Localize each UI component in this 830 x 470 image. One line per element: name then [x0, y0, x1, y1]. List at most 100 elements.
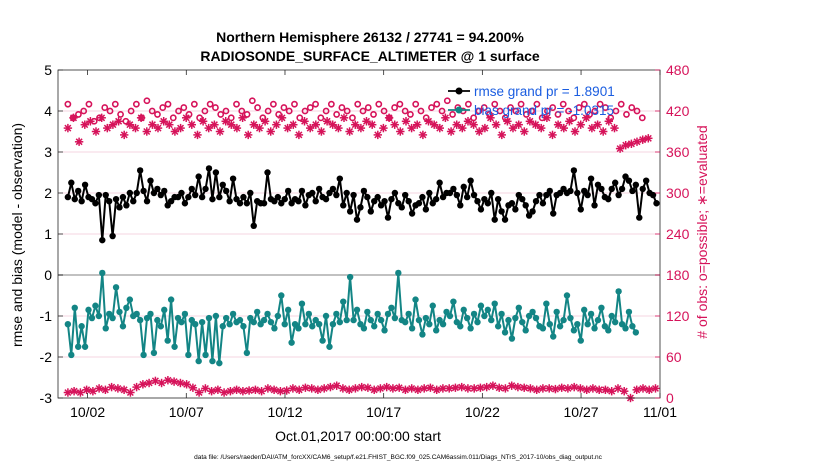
obs-evaluated-point — [390, 120, 399, 129]
bias-point — [422, 314, 430, 322]
rmse-point — [374, 193, 381, 201]
bias-point — [594, 316, 602, 324]
bias-point — [81, 343, 89, 350]
bias-point — [123, 304, 130, 311]
obs-evaluated-point — [576, 120, 585, 129]
bias-point — [574, 321, 581, 328]
rmse-point — [309, 189, 316, 197]
obs-possible-point — [301, 107, 309, 115]
rmse-point — [109, 232, 116, 240]
bias-point — [150, 349, 158, 357]
bias-point — [243, 349, 251, 357]
obs-possible-point — [175, 107, 182, 115]
bias-point — [591, 325, 598, 332]
bias-point — [605, 327, 612, 334]
obs-evaluated-point — [276, 387, 285, 396]
obs-evaluated-point — [548, 130, 557, 140]
bias-point — [519, 318, 526, 326]
bias-point — [85, 306, 92, 314]
obs-possible-point — [354, 100, 362, 108]
obs-evaluated-point — [339, 113, 349, 122]
obs-evaluated-point — [193, 130, 202, 140]
obs-possible-point — [180, 104, 188, 111]
rmse-point — [192, 191, 199, 199]
bias-point — [522, 327, 529, 334]
bias-point — [577, 337, 584, 344]
obs-evaluated-point — [542, 113, 552, 122]
y-tick-label-right: 300 — [666, 185, 690, 201]
obs-evaluated-point — [376, 384, 385, 393]
obs-possible-point — [132, 100, 140, 108]
obs-evaluated-point — [430, 120, 439, 129]
obs-possible-point — [333, 111, 341, 118]
rmse-point — [570, 167, 578, 174]
rmse-point — [64, 193, 72, 201]
rmse-line — [66, 167, 658, 242]
obs-possible-point — [101, 104, 109, 111]
rmse-point — [364, 193, 371, 201]
rmse-point — [587, 175, 595, 182]
obs-evaluated-point — [334, 123, 343, 133]
bias-point — [343, 316, 350, 324]
grid-layer — [58, 110, 660, 358]
bias-point — [302, 321, 309, 328]
obs-possible-point — [233, 100, 240, 108]
obs-evaluated-point — [219, 388, 229, 397]
obs-possible-point — [570, 114, 578, 122]
bias-point — [432, 327, 440, 334]
bias-point — [333, 310, 340, 318]
obs-evaluated-point — [69, 113, 78, 122]
bias-point — [116, 308, 123, 316]
rmse-point — [143, 198, 151, 205]
obs-possible-point — [517, 100, 525, 108]
rmse-point — [584, 191, 591, 199]
obs-evaluated-point — [382, 382, 391, 392]
obs-evaluated-point — [469, 120, 478, 129]
obs-evaluated-point — [159, 117, 168, 126]
obs-evaluated-point — [266, 127, 275, 136]
obs-evaluated-point — [537, 123, 546, 133]
obs-evaluated-point — [501, 384, 510, 393]
obs-possible-point — [623, 111, 630, 118]
obs-possible-point — [591, 107, 599, 115]
bias-point — [405, 310, 412, 318]
bias-point — [192, 321, 199, 328]
bias-point — [553, 308, 560, 316]
bias-point — [429, 302, 436, 309]
obs-evaluated-point — [332, 381, 341, 390]
obs-possible-point — [470, 114, 478, 122]
rmse-point — [611, 179, 619, 186]
chart-title: Northern Hemisphere 26132 / 27741 = 94.2… — [216, 29, 524, 45]
obs-possible-point — [602, 104, 609, 111]
obs-possible-point — [475, 107, 483, 115]
bias-point — [364, 308, 371, 316]
obs-evaluated-point — [272, 120, 281, 129]
y-tick-label-right: 480 — [666, 62, 690, 78]
obs-possible-point — [507, 104, 514, 111]
rmse-point — [632, 181, 640, 188]
bias-point — [157, 323, 165, 330]
bias-point — [164, 337, 171, 344]
rmse-point — [649, 191, 657, 199]
rmse-point — [264, 169, 271, 176]
obs-possible-point — [370, 111, 377, 118]
obs-evaluated-point — [526, 384, 535, 393]
rmse-point — [181, 200, 189, 207]
obs-evaluated-point — [63, 388, 73, 397]
y-tick-label-left: -1 — [40, 308, 53, 324]
rmse-point — [130, 198, 137, 205]
rmse-point — [522, 202, 529, 209]
y-tick-label-right: 120 — [666, 308, 690, 324]
rmse-point — [198, 193, 206, 201]
rmse-point — [605, 195, 612, 203]
rmse-point — [126, 189, 134, 197]
rmse-point — [333, 191, 340, 199]
obs-evaluated-point — [82, 385, 91, 394]
rmse-point — [450, 185, 457, 193]
obs-evaluated-point — [593, 120, 602, 129]
rmse-point — [432, 195, 440, 203]
bias-point — [195, 357, 202, 365]
obs-evaluated-point — [131, 123, 140, 133]
obs-evaluated-point — [488, 381, 498, 390]
rmse-point — [133, 189, 140, 197]
